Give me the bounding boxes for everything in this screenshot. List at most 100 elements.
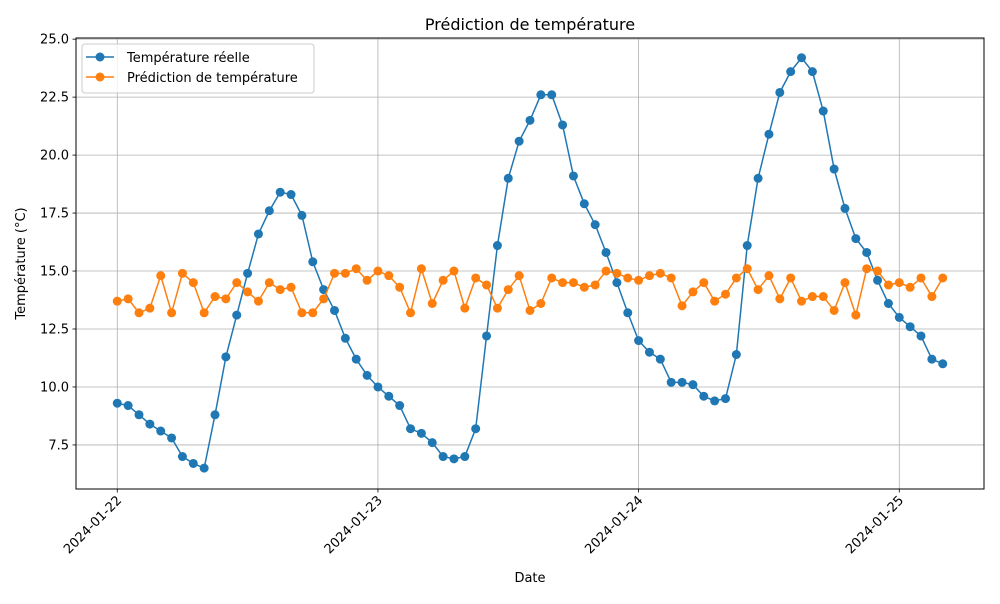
data-point-series-1 (677, 301, 687, 311)
data-point-series-0 (427, 438, 437, 448)
data-point-series-1 (460, 303, 470, 313)
data-point-series-1 (482, 280, 492, 290)
chart-title: Prédiction de température (425, 15, 635, 34)
data-point-series-1 (601, 266, 611, 276)
data-point-series-1 (797, 296, 807, 306)
data-point-series-0 (797, 53, 807, 63)
data-point-series-0 (460, 452, 470, 462)
data-point-series-1 (145, 303, 155, 313)
data-point-series-0 (862, 247, 872, 257)
data-point-series-0 (340, 333, 350, 343)
plot-frame (75, 37, 985, 490)
data-point-series-0 (384, 391, 394, 401)
data-point-series-1 (112, 296, 122, 306)
data-point-series-1 (330, 268, 339, 278)
legend-label-reelle: Température réelle (126, 51, 250, 66)
data-point-series-0 (818, 106, 828, 116)
data-point-series-1 (927, 292, 937, 302)
data-point-series-0 (330, 305, 339, 315)
data-point-series-0 (449, 454, 459, 464)
data-point-series-1 (623, 273, 633, 283)
data-point-series-0 (112, 398, 122, 408)
data-point-series-0 (905, 322, 915, 332)
data-point-series-0 (210, 410, 220, 420)
data-point-series-1 (764, 271, 774, 281)
data-point-series-1 (873, 266, 883, 276)
data-point-series-1 (286, 282, 296, 292)
data-point-series-1 (710, 296, 720, 306)
data-point-series-1 (232, 278, 242, 288)
data-point-series-0 (775, 87, 785, 97)
data-point-series-0 (123, 401, 133, 411)
data-point-series-1 (688, 287, 698, 297)
data-point-series-1 (536, 299, 546, 308)
data-point-series-0 (373, 382, 383, 392)
data-point-series-1 (384, 271, 394, 281)
data-point-series-1 (851, 310, 861, 320)
data-point-series-0 (188, 458, 198, 468)
grid-lines (76, 38, 984, 489)
data-point-series-1 (525, 305, 535, 315)
legend-label-prediction: Prédiction de température (127, 71, 298, 86)
data-point-series-0 (764, 129, 774, 139)
data-point-series-0 (156, 426, 166, 436)
data-point-series-1 (568, 278, 578, 288)
data-point-series-1 (818, 292, 828, 302)
series-layer (112, 53, 948, 473)
data-point-series-1 (297, 308, 307, 318)
data-point-series-0 (721, 394, 730, 404)
data-point-series-0 (894, 312, 904, 322)
y-tick-label: 17.5 (40, 207, 69, 222)
data-point-series-1 (862, 264, 872, 274)
data-point-series-1 (395, 282, 405, 292)
data-point-series-1 (547, 273, 557, 283)
data-point-series-0 (145, 419, 155, 429)
data-point-series-1 (253, 296, 263, 306)
data-point-series-0 (568, 171, 578, 181)
data-point-series-0 (492, 241, 502, 251)
data-point-series-1 (406, 308, 416, 318)
data-point-series-0 (786, 67, 796, 77)
data-point-series-0 (938, 359, 948, 369)
data-point-series-1 (373, 266, 383, 276)
data-point-series-0 (623, 308, 633, 318)
data-point-series-1 (199, 308, 209, 318)
y-tick-label: 22.5 (40, 91, 69, 106)
data-point-series-1 (514, 271, 524, 281)
data-point-series-0 (406, 424, 416, 434)
data-point-series-0 (362, 370, 372, 380)
data-point-series-0 (742, 241, 752, 251)
data-point-series-1 (275, 285, 285, 295)
data-point-series-0 (275, 187, 285, 197)
y-tick-label: 15.0 (40, 265, 69, 280)
y-tick-label: 12.5 (40, 323, 69, 338)
data-point-series-1 (210, 292, 220, 302)
data-point-series-0 (710, 396, 720, 406)
y-tick-label: 10.0 (40, 380, 69, 395)
data-point-series-0 (232, 310, 242, 320)
data-point-series-1 (558, 278, 568, 288)
data-point-series-1 (666, 273, 676, 283)
data-point-series-1 (699, 278, 709, 288)
data-point-series-1 (177, 268, 187, 278)
data-point-series-0 (471, 424, 481, 434)
data-point-series-0 (286, 190, 296, 200)
data-point-series-0 (482, 331, 492, 341)
data-point-series-0 (221, 352, 231, 362)
data-point-series-1 (634, 275, 644, 285)
data-point-series-1 (721, 289, 730, 299)
data-point-series-1 (449, 266, 459, 276)
data-point-series-0 (134, 410, 144, 420)
data-point-series-1 (786, 273, 796, 283)
data-point-series-0 (297, 210, 307, 220)
data-point-series-0 (644, 347, 654, 357)
data-point-series-1 (492, 303, 502, 313)
data-point-series-0 (753, 173, 763, 183)
data-point-series-1 (243, 287, 253, 297)
data-point-series-1 (840, 278, 850, 288)
data-point-series-0 (873, 275, 883, 285)
legend-marker-reelle (95, 52, 105, 62)
data-point-series-1 (221, 294, 231, 304)
